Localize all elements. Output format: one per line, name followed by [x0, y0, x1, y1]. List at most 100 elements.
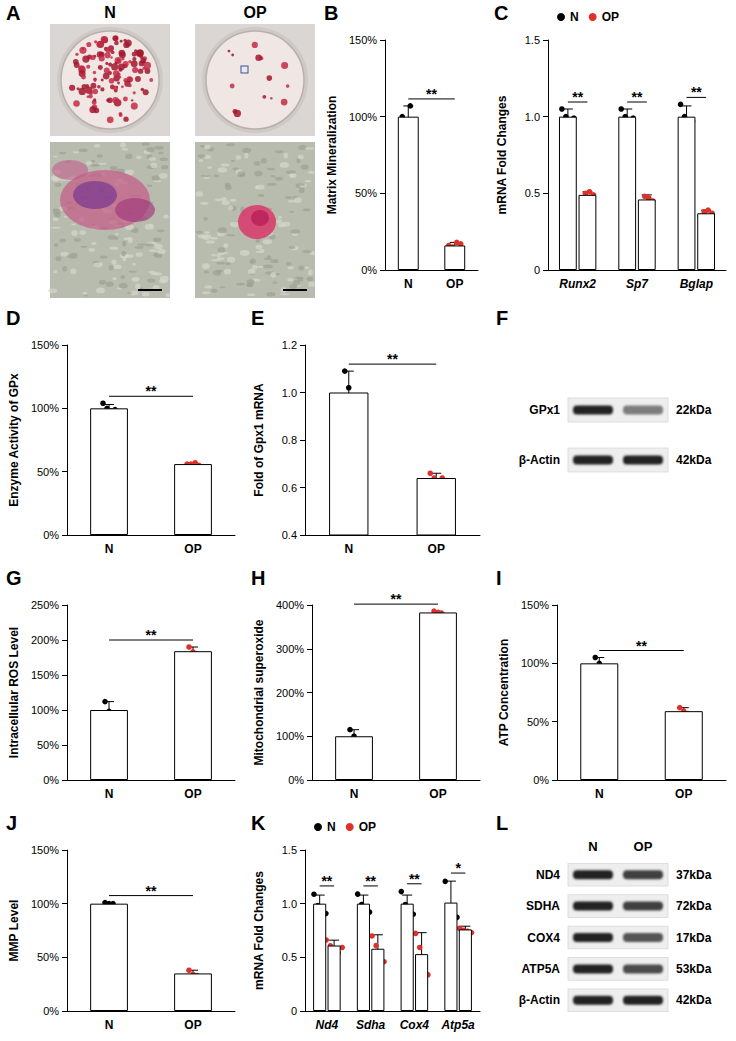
svg-text:Sp7: Sp7 — [626, 277, 649, 291]
svg-text:OP: OP — [602, 10, 619, 24]
svg-text:42kDa: 42kDa — [676, 993, 712, 1007]
svg-text:50%: 50% — [37, 951, 59, 963]
svg-text:*: * — [455, 860, 461, 876]
svg-text:53kDa: 53kDa — [676, 962, 712, 976]
svg-text:Cox4: Cox4 — [400, 1018, 430, 1032]
svg-text:GPx1: GPx1 — [529, 403, 560, 417]
svg-text:N: N — [327, 820, 336, 834]
svg-text:ATP Concentration: ATP Concentration — [497, 639, 511, 747]
svg-text:N: N — [570, 10, 579, 24]
svg-text:OP: OP — [428, 542, 445, 556]
svg-text:OP: OP — [184, 542, 201, 556]
svg-text:17kDa: 17kDa — [676, 931, 712, 945]
svg-text:N: N — [104, 4, 116, 21]
svg-text:100%: 100% — [31, 898, 59, 910]
svg-text:42kDa: 42kDa — [676, 453, 712, 467]
svg-text:ND4: ND4 — [536, 868, 560, 882]
svg-text:0%: 0% — [43, 774, 59, 786]
svg-text:200%: 200% — [276, 687, 304, 699]
svg-text:0.8: 0.8 — [282, 434, 297, 446]
svg-text:150%: 150% — [31, 669, 59, 681]
svg-text:0%: 0% — [533, 774, 549, 786]
svg-text:0: 0 — [291, 1005, 297, 1017]
svg-text:Intracellular ROS Level: Intracellular ROS Level — [7, 627, 21, 758]
svg-text:**: ** — [146, 883, 157, 899]
svg-text:1.0: 1.0 — [282, 387, 297, 399]
svg-text:22kDa: 22kDa — [676, 403, 712, 417]
svg-text:100%: 100% — [31, 402, 59, 414]
svg-text:50%: 50% — [527, 716, 549, 728]
svg-text:100%: 100% — [276, 730, 304, 742]
svg-text:100%: 100% — [521, 657, 549, 669]
svg-text:**: ** — [636, 638, 647, 654]
svg-text:ATP5A: ATP5A — [522, 962, 561, 976]
svg-text:Atp5a: Atp5a — [440, 1018, 475, 1032]
svg-text:**: ** — [391, 591, 402, 607]
svg-text:**: ** — [146, 383, 157, 399]
svg-text:1.5: 1.5 — [282, 844, 297, 856]
svg-text:N: N — [105, 1018, 114, 1032]
svg-text:N: N — [588, 839, 597, 854]
svg-text:0%: 0% — [288, 774, 304, 786]
svg-text:1.2: 1.2 — [282, 339, 297, 351]
svg-text:N: N — [350, 787, 359, 801]
svg-text:150%: 150% — [521, 599, 549, 611]
svg-text:72kDa: 72kDa — [676, 899, 712, 913]
svg-text:OP: OP — [446, 277, 463, 291]
svg-text:Sdha: Sdha — [356, 1018, 386, 1032]
svg-text:N: N — [404, 277, 413, 291]
svg-text:200%: 200% — [31, 634, 59, 646]
svg-text:**: ** — [691, 84, 702, 100]
svg-text:300%: 300% — [276, 643, 304, 655]
svg-text:100%: 100% — [349, 111, 377, 123]
svg-text:MMP Level: MMP Level — [7, 900, 21, 962]
svg-text:0.5: 0.5 — [525, 187, 540, 199]
svg-text:N: N — [344, 542, 353, 556]
svg-text:1.0: 1.0 — [525, 111, 540, 123]
svg-text:0.5: 0.5 — [282, 951, 297, 963]
svg-text:0%: 0% — [43, 529, 59, 541]
svg-text:0.4: 0.4 — [282, 529, 297, 541]
svg-text:**: ** — [146, 627, 157, 643]
svg-text:100%: 100% — [31, 704, 59, 716]
svg-text:150%: 150% — [349, 34, 377, 46]
svg-text:N: N — [105, 542, 114, 556]
svg-text:OP: OP — [429, 787, 446, 801]
svg-text:1.0: 1.0 — [282, 898, 297, 910]
svg-text:**: ** — [409, 871, 420, 887]
svg-text:250%: 250% — [31, 599, 59, 611]
svg-text:50%: 50% — [37, 466, 59, 478]
svg-text:OP: OP — [675, 787, 692, 801]
svg-text:1.5: 1.5 — [525, 34, 540, 46]
svg-text:mRNA Fold Changes: mRNA Fold Changes — [495, 95, 509, 214]
svg-text:0%: 0% — [43, 1005, 59, 1017]
svg-text:150%: 150% — [31, 339, 59, 351]
svg-text:50%: 50% — [355, 187, 377, 199]
svg-text:**: ** — [426, 86, 437, 102]
svg-text:Bglap: Bglap — [680, 277, 713, 291]
svg-text:Nd4: Nd4 — [316, 1018, 339, 1032]
svg-text:37kDa: 37kDa — [676, 868, 712, 882]
svg-text:Matrix Mineralization: Matrix Mineralization — [325, 96, 339, 215]
svg-text:N: N — [595, 787, 604, 801]
svg-text:OP: OP — [634, 839, 653, 854]
svg-text:β-Actin: β-Actin — [519, 453, 560, 467]
svg-text:Enzyme Activity of GPx: Enzyme Activity of GPx — [7, 373, 21, 507]
svg-text:OP: OP — [359, 820, 376, 834]
svg-text:400%: 400% — [276, 599, 304, 611]
svg-text:mRNA Fold Changes: mRNA Fold Changes — [252, 871, 266, 990]
svg-text:Mitochondrial superoxide: Mitochondrial superoxide — [252, 619, 266, 765]
svg-text:β-Actin: β-Actin — [519, 993, 560, 1007]
svg-text:N: N — [105, 787, 114, 801]
svg-text:0.6: 0.6 — [282, 482, 297, 494]
svg-text:0%: 0% — [361, 264, 377, 276]
svg-text:OP: OP — [184, 1018, 201, 1032]
svg-text:COX4: COX4 — [527, 931, 560, 945]
svg-text:OP: OP — [243, 4, 266, 21]
svg-text:SDHA: SDHA — [526, 899, 560, 913]
svg-text:150%: 150% — [31, 844, 59, 856]
svg-text:**: ** — [365, 873, 376, 889]
svg-text:**: ** — [572, 89, 583, 105]
svg-text:**: ** — [321, 873, 332, 889]
svg-text:0: 0 — [534, 264, 540, 276]
